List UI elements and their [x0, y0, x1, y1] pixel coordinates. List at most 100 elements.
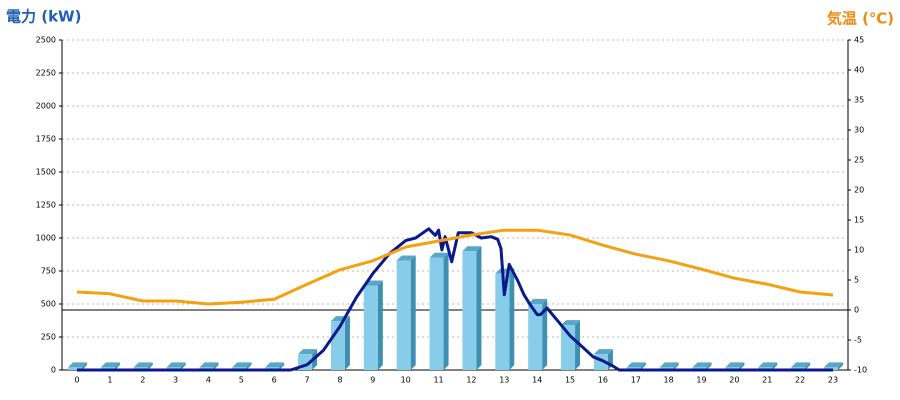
y2-tick-label: 25: [854, 156, 864, 165]
bar-top: [593, 349, 613, 355]
bar-side: [509, 268, 515, 370]
bar-top: [68, 362, 87, 368]
x-tick-label: 15: [565, 376, 575, 385]
x-tick-label: 8: [337, 376, 342, 385]
bar-side: [673, 362, 679, 370]
y-tick-label: 2000: [36, 102, 56, 111]
y2-tick-label: 20: [854, 186, 864, 195]
y2-tick-label: 30: [854, 126, 864, 135]
y2-tick-label: 5: [854, 276, 859, 285]
bar-side: [377, 280, 383, 370]
y2-tick-label: 0: [854, 306, 859, 315]
bar-top: [725, 362, 745, 368]
bar-side: [476, 246, 482, 370]
bar-side: [575, 320, 581, 370]
x-tick-label: 0: [74, 376, 79, 385]
x-tick-label: 21: [762, 376, 772, 385]
bar-top: [824, 362, 843, 368]
y-axis-title: 電力 (kW): [6, 8, 81, 26]
x-tick-label: 7: [305, 376, 310, 385]
y-tick-label: 1250: [36, 201, 56, 210]
x-tick-label: 18: [664, 376, 674, 385]
y2-tick-label: 40: [854, 66, 864, 75]
bar-side: [344, 316, 350, 370]
bar-top: [133, 362, 153, 368]
bar-side: [114, 362, 120, 370]
bar-top: [462, 246, 482, 252]
bar-side: [838, 362, 843, 370]
bar-top: [692, 362, 712, 368]
bar-top: [298, 349, 318, 355]
y-tick-label: 250: [41, 333, 56, 342]
y2-tick-label: 45: [854, 36, 864, 45]
bar-top: [265, 362, 285, 368]
bar-top: [626, 362, 646, 368]
x-tick-label: 4: [206, 376, 211, 385]
bar-top: [199, 362, 219, 368]
y2-tick-label: -10: [854, 366, 867, 375]
bar-top: [232, 362, 252, 368]
x-tick-label: 17: [631, 376, 641, 385]
bar: [462, 251, 477, 370]
bar-side: [640, 362, 646, 370]
bar-side: [805, 362, 811, 370]
y-tick-label: 1750: [36, 135, 56, 144]
bar-side: [443, 252, 449, 370]
y2-axis-title: 気温 (℃): [827, 10, 894, 28]
x-tick-label: 2: [140, 376, 145, 385]
y-tick-label: 500: [41, 300, 56, 309]
y2-tick-label: 15: [854, 216, 864, 225]
bar-top: [758, 362, 778, 368]
x-tick-label: 9: [370, 376, 375, 385]
line: [77, 227, 833, 372]
bar: [429, 257, 444, 370]
bar-side: [706, 362, 712, 370]
x-tick-label: 16: [598, 376, 608, 385]
x-tick-label: 12: [466, 376, 476, 385]
x-tick-label: 11: [433, 376, 443, 385]
bar: [396, 260, 411, 370]
bar-top: [396, 255, 416, 261]
bar-top: [100, 362, 120, 368]
bar-side: [82, 362, 87, 370]
x-tick-label: 5: [239, 376, 244, 385]
bar-side: [739, 362, 745, 370]
bar-top: [561, 320, 581, 326]
x-tick-label: 10: [401, 376, 411, 385]
y2-tick-label: 10: [854, 246, 864, 255]
y-tick-label: 2250: [36, 69, 56, 78]
x-tick-label: 6: [272, 376, 277, 385]
x-tick-label: 19: [696, 376, 706, 385]
bar-side: [246, 362, 252, 370]
x-tick-label: 3: [173, 376, 178, 385]
bar-top: [791, 362, 811, 368]
y2-tick-label: -5: [854, 336, 862, 345]
bar-side: [147, 362, 153, 370]
line: [76, 228, 834, 306]
y2-tick-label: 35: [854, 96, 864, 105]
x-tick-label: 14: [532, 376, 542, 385]
y-tick-label: 0: [51, 366, 56, 375]
bar-side: [542, 299, 548, 370]
bar: [528, 304, 543, 370]
bar-side: [772, 362, 778, 370]
bar: [495, 273, 510, 370]
bar: [363, 285, 378, 370]
bar-top: [166, 362, 186, 368]
bar-side: [213, 362, 219, 370]
x-tick-label: 20: [729, 376, 739, 385]
y-tick-label: 1000: [36, 234, 56, 243]
bar-top: [528, 299, 548, 304]
x-tick-label: 22: [795, 376, 805, 385]
y-tick-label: 750: [41, 267, 56, 276]
x-tick-label: 23: [828, 376, 838, 385]
bar: [68, 367, 82, 370]
x-tick-label: 1: [107, 376, 112, 385]
bar-side: [180, 362, 186, 370]
x-tick-label: 13: [499, 376, 509, 385]
bar-side: [410, 255, 416, 370]
bar-top: [429, 252, 449, 258]
y-tick-label: 2500: [36, 36, 56, 45]
bar-side: [279, 362, 285, 370]
